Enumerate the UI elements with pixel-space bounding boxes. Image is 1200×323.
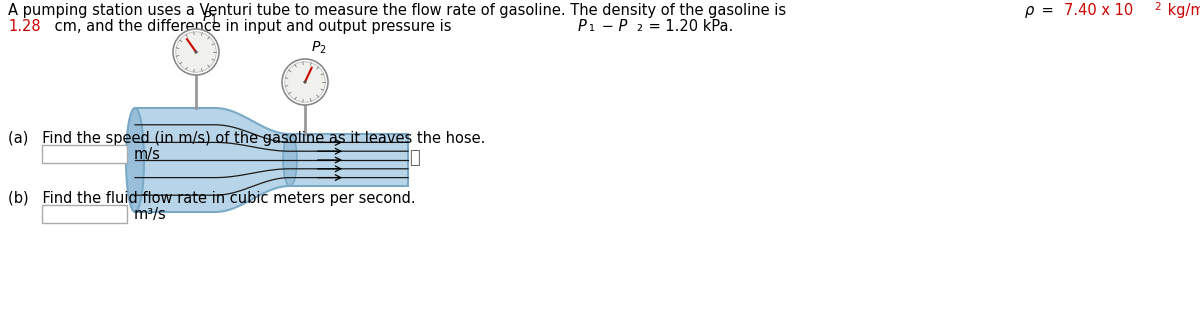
Text: (a)   Find the speed (in m/s) of the gasoline as it leaves the hose.: (a) Find the speed (in m/s) of the gasol… — [8, 131, 485, 146]
Ellipse shape — [283, 134, 298, 186]
Circle shape — [284, 62, 325, 102]
Text: 7.40 x 10: 7.40 x 10 — [1064, 3, 1134, 18]
Bar — [42, 205, 127, 223]
Text: (b)   Find the fluid flow rate in cubic meters per second.: (b) Find the fluid flow rate in cubic me… — [8, 191, 415, 206]
Text: 1.28: 1.28 — [8, 19, 41, 34]
Polygon shape — [134, 108, 408, 212]
Ellipse shape — [126, 108, 144, 212]
Text: ₁: ₁ — [589, 19, 595, 34]
Text: − P: − P — [596, 19, 628, 34]
Text: $P_1$: $P_1$ — [202, 10, 217, 26]
Text: A pumping station uses a Venturi tube to measure the flow rate of gasoline. The : A pumping station uses a Venturi tube to… — [8, 3, 791, 18]
Circle shape — [175, 32, 216, 72]
Text: m³/s: m³/s — [134, 206, 167, 222]
Circle shape — [282, 59, 328, 105]
Text: ₂: ₂ — [636, 19, 642, 34]
Circle shape — [173, 29, 220, 75]
Bar — [42, 145, 127, 163]
Text: m/s: m/s — [134, 147, 161, 162]
Text: $P_2$: $P_2$ — [311, 40, 326, 56]
Circle shape — [194, 50, 198, 54]
Circle shape — [304, 80, 307, 84]
Text: 2: 2 — [1154, 2, 1160, 12]
Text: =: = — [1037, 3, 1058, 18]
Text: ⓘ: ⓘ — [409, 149, 420, 167]
Text: cm, and the difference in input and output pressure is: cm, and the difference in input and outp… — [50, 19, 456, 34]
Text: = 1.20 kPa.: = 1.20 kPa. — [644, 19, 733, 34]
Text: kg/m: kg/m — [1163, 3, 1200, 18]
Text: ρ: ρ — [1025, 3, 1034, 18]
Text: P: P — [578, 19, 587, 34]
